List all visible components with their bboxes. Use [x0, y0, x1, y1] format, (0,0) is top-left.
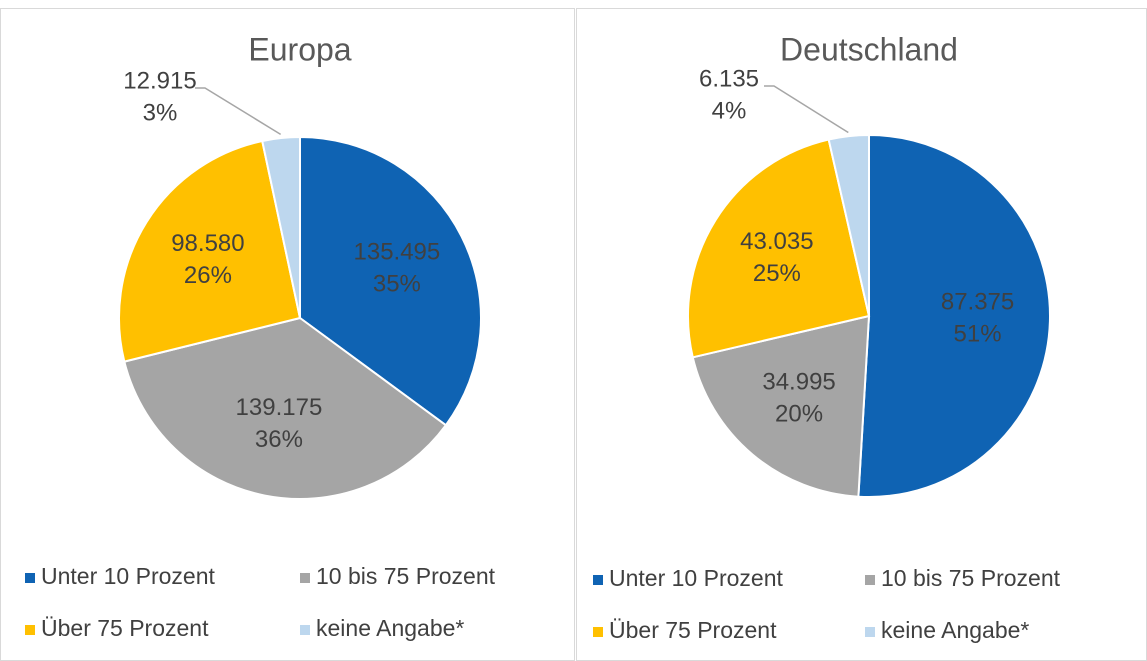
legend-label: 10 bis 75 Prozent — [316, 563, 496, 589]
percent-label: 51% — [954, 321, 1002, 348]
legend-swatch — [865, 627, 875, 637]
legend-swatch — [593, 575, 603, 585]
pie-slice — [827, 133, 870, 317]
pie-slice — [299, 135, 482, 427]
percent-label: 26% — [184, 262, 232, 289]
pie-slice — [261, 135, 301, 319]
legend-label: Über 75 Prozent — [609, 617, 777, 643]
legend-label: 10 bis 75 Prozent — [881, 565, 1061, 591]
legend-label: Unter 10 Prozent — [41, 563, 215, 589]
legend-label: Über 75 Prozent — [41, 615, 209, 641]
chart-title: Deutschland — [780, 31, 958, 67]
legend-label: keine Angabe* — [881, 617, 1029, 643]
value-label: 98.580 — [171, 230, 244, 257]
legend-swatch — [300, 625, 310, 635]
percent-label: 25% — [753, 260, 801, 287]
pie-slice — [687, 138, 871, 359]
percent-label: 20% — [775, 400, 823, 427]
value-label: 12.915 — [123, 67, 196, 94]
value-label: 135.495 — [354, 238, 441, 265]
value-label: 34.995 — [762, 368, 835, 395]
chart-title: Europa — [248, 31, 351, 67]
pie-slice — [857, 133, 1051, 498]
percent-label: 4% — [712, 97, 747, 124]
legend-swatch — [865, 575, 875, 585]
legend-swatch — [25, 625, 35, 635]
percent-label: 35% — [373, 270, 421, 297]
legend-swatch — [25, 573, 35, 583]
leader-line — [195, 87, 282, 136]
leader-line — [764, 85, 849, 134]
legend-swatch — [300, 573, 310, 583]
value-label: 43.035 — [740, 228, 813, 255]
value-label: 139.175 — [236, 394, 323, 421]
percent-label: 3% — [143, 99, 178, 126]
pie-slice — [691, 314, 871, 498]
value-label: 87.375 — [941, 289, 1014, 316]
legend-label: keine Angabe* — [316, 615, 464, 641]
pie-slice — [118, 139, 302, 363]
percent-label: 36% — [255, 426, 303, 453]
legend-swatch — [593, 627, 603, 637]
pie-slice — [123, 316, 448, 500]
legend-label: Unter 10 Prozent — [609, 565, 783, 591]
value-label: 6.135 — [699, 65, 759, 92]
